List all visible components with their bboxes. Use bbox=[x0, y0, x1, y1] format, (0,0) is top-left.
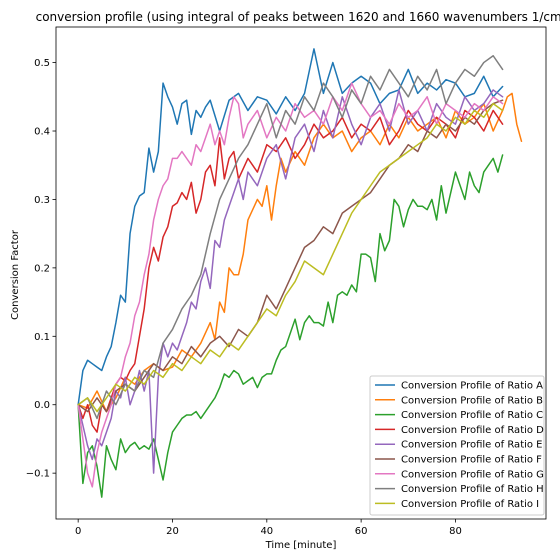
legend-entry-h: Conversion Profile of Ratio H bbox=[401, 484, 544, 495]
legend-entry-a: Conversion Profile of Ratio A bbox=[401, 381, 543, 392]
x-tick-label: 0 bbox=[75, 526, 81, 537]
y-axis-label: Conversion Factor bbox=[10, 229, 21, 320]
legend: Conversion Profile of Ratio A Conversion … bbox=[369, 375, 545, 516]
y-tick-label: 0.0 bbox=[34, 400, 50, 411]
plot-frame bbox=[55, 26, 547, 520]
chart-title: conversion profile (using integral of pe… bbox=[36, 10, 560, 24]
y-tick-label: 0.5 bbox=[34, 58, 50, 69]
x-axis-label: Time [minute] bbox=[265, 540, 337, 551]
series-line-i bbox=[77, 102, 504, 413]
series-line-f bbox=[77, 99, 504, 413]
y-tick-label: 0.3 bbox=[34, 195, 50, 206]
x-tick-label: 40 bbox=[260, 526, 273, 537]
legend-entry-d: Conversion Profile of Ratio D bbox=[401, 425, 544, 436]
legend-entry-i: Conversion Profile of Ratio I bbox=[401, 499, 539, 510]
series-line-d bbox=[77, 109, 504, 433]
series-line-g bbox=[77, 82, 504, 488]
legend-entry-b: Conversion Profile of Ratio B bbox=[401, 395, 543, 406]
y-tick-label: −0.1 bbox=[26, 469, 50, 480]
series-line-h bbox=[77, 54, 504, 420]
series-layer bbox=[77, 48, 523, 498]
legend-entry-c: Conversion Profile of Ratio C bbox=[401, 410, 543, 421]
legend-entry-f: Conversion Profile of Ratio F bbox=[401, 455, 542, 466]
series-line-b bbox=[77, 92, 523, 413]
axes-layer: 0 20 40 60 80 −0.1 0.0 0.1 0.2 0.3 0.4 0.5 bbox=[26, 26, 547, 537]
series-line-c bbox=[77, 154, 504, 498]
x-tick-label: 20 bbox=[166, 526, 179, 537]
series-line-a bbox=[77, 48, 504, 406]
x-tick-label: 60 bbox=[355, 526, 368, 537]
x-tick-label: 80 bbox=[449, 526, 462, 537]
legend-box bbox=[369, 375, 545, 516]
legend-entry-g: Conversion Profile of Ratio G bbox=[401, 469, 544, 480]
y-tick-label: 0.4 bbox=[34, 127, 50, 138]
y-tick-label: 0.2 bbox=[34, 263, 50, 274]
series-line-e bbox=[77, 89, 504, 474]
legend-entry-e: Conversion Profile of Ratio E bbox=[401, 440, 543, 451]
y-tick-label: 0.1 bbox=[34, 332, 50, 343]
